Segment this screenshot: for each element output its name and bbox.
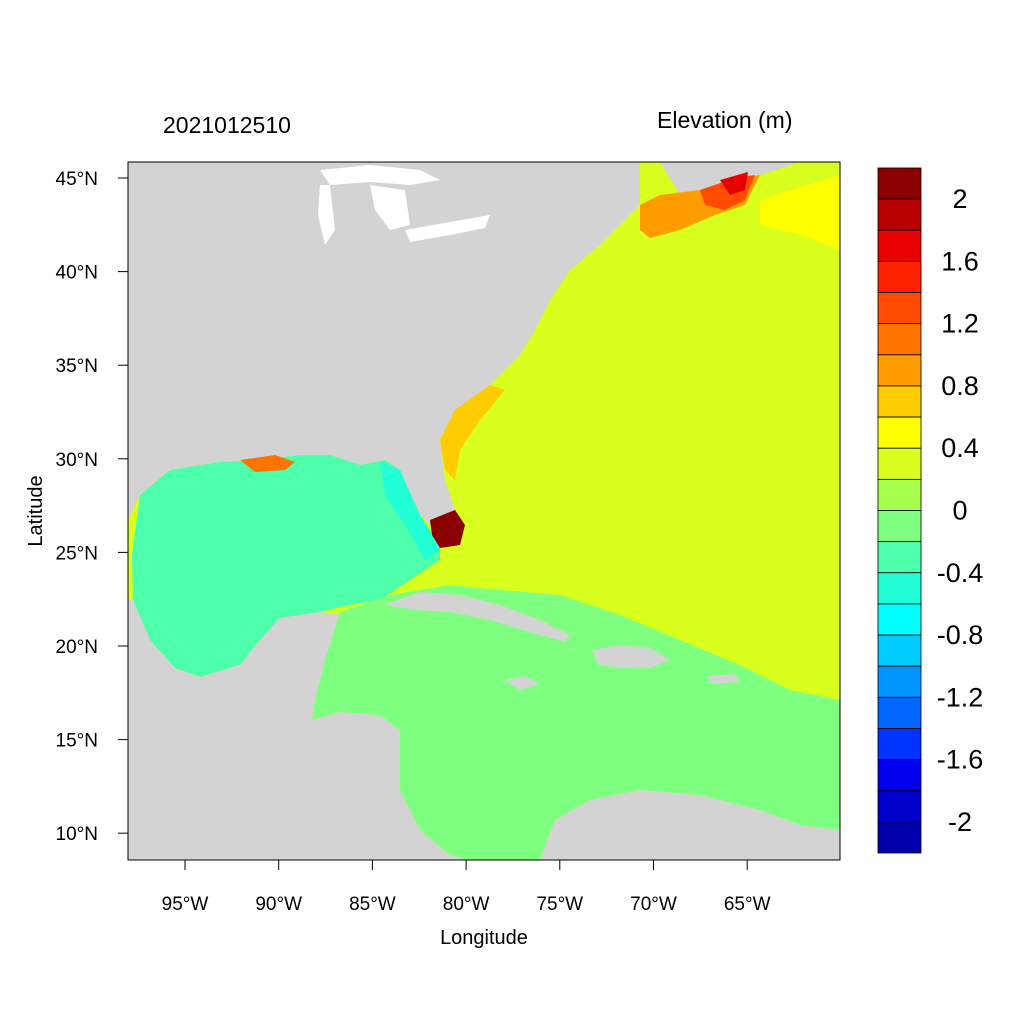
hispaniola-island (592, 645, 670, 668)
lake-michigan (318, 185, 335, 245)
y-tick-label: 45°N (56, 169, 98, 190)
surge-louisiana-coast (240, 455, 295, 472)
x-tick-label: 95°W (162, 894, 209, 915)
colorbar-swatch (877, 198, 922, 231)
puerto-rico-island (708, 674, 740, 684)
colorbar-label: -1.6 (937, 745, 984, 775)
x-tick-label: 90°W (255, 894, 302, 915)
north-america-landmass (128, 162, 640, 540)
colorbar-swatch (877, 634, 922, 667)
y-axis: 45°N 40°N 35°N 30°N 25°N 20°N 15°N 10°N (56, 169, 128, 845)
x-tick-label: 65°W (724, 894, 771, 915)
date-title: 2021012510 (163, 112, 291, 138)
map-area (128, 162, 840, 860)
plot-frame (127, 161, 841, 861)
colorbar-label: 1.2 (941, 309, 979, 339)
colorbar-label: 0.8 (941, 371, 979, 401)
y-tick-label: 35°N (56, 356, 98, 377)
colorbar (877, 167, 922, 854)
colorbar-label: 0.4 (941, 433, 979, 463)
y-tick-label: 10°N (56, 824, 98, 845)
south-america-landmass (540, 790, 840, 860)
y-tick-label: 25°N (56, 543, 98, 564)
caribbean-sea (312, 585, 840, 860)
y-axis-title: Latitude (25, 475, 47, 546)
gulf-of-mexico (132, 455, 440, 677)
lake-erie-ontario (405, 215, 490, 242)
colorbar-swatch (877, 292, 922, 325)
colorbar-swatch (877, 665, 922, 698)
colorbar-swatch (877, 603, 922, 636)
variable-title: Elevation (m) (657, 107, 793, 133)
colorbar-label: -1.2 (937, 682, 984, 712)
colorbar-label: 2 (952, 184, 967, 214)
x-tick-label: 80°W (443, 894, 490, 915)
colorbar-label: -0.8 (937, 620, 984, 650)
colorbar-swatch (877, 696, 922, 729)
colorbar-swatch (877, 229, 922, 262)
y-tick-label: 20°N (56, 637, 98, 658)
colorbar-swatch (877, 385, 922, 418)
colorbar-label: 1.6 (941, 246, 979, 276)
colorbar-label: -2 (948, 807, 972, 837)
y-tick-label: 30°N (56, 450, 98, 471)
colorbar-swatch (877, 354, 922, 387)
y-tick-label: 40°N (56, 263, 98, 284)
jamaica-island (505, 676, 540, 690)
colorbar-swatch (877, 728, 922, 760)
colorbar-swatch (877, 478, 922, 511)
colorbar-swatch (877, 167, 922, 200)
surge-nova-scotia-shelf (760, 175, 840, 250)
cuba-island (385, 592, 570, 642)
colorbar-swatch (877, 416, 922, 449)
x-tick-label: 70°W (630, 894, 677, 915)
eastern-gulf-shelf (380, 462, 440, 560)
great-lakes (320, 165, 440, 185)
colorbar-label: -0.4 (937, 558, 984, 588)
x-axis: 95°W 90°W 85°W 80°W 75°W 70°W 65°W (162, 860, 771, 915)
lake-huron (370, 185, 410, 230)
colorbar-swatch (877, 572, 922, 605)
surge-southeast-coast (440, 385, 505, 480)
colorbar-swatch (877, 821, 922, 854)
x-tick-label: 75°W (536, 894, 583, 915)
surge-fundy-head (720, 172, 748, 195)
colorbar-swatch (877, 447, 922, 480)
colorbar-labels: 2 1.6 1.2 0.8 0.4 0 -0.4 -0.8 -1.2 -1.6 -2 (937, 184, 984, 837)
central-america-landmass (128, 600, 470, 860)
colorbar-swatch (877, 323, 922, 356)
colorbar-swatch (877, 510, 922, 543)
colorbar-label: 0 (952, 496, 967, 526)
x-tick-label: 85°W (349, 894, 396, 915)
y-tick-label: 15°N (56, 731, 98, 752)
colorbar-swatch (877, 541, 922, 574)
colorbar-swatch (877, 759, 922, 792)
surge-south-florida (430, 510, 465, 548)
colorbar-swatch (877, 790, 922, 823)
x-axis-title: Longitude (440, 927, 528, 949)
colorbar-swatch (877, 261, 922, 293)
